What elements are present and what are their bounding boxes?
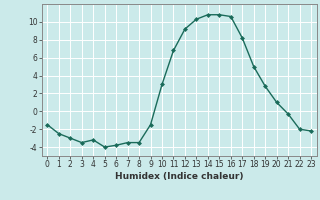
- X-axis label: Humidex (Indice chaleur): Humidex (Indice chaleur): [115, 172, 244, 181]
